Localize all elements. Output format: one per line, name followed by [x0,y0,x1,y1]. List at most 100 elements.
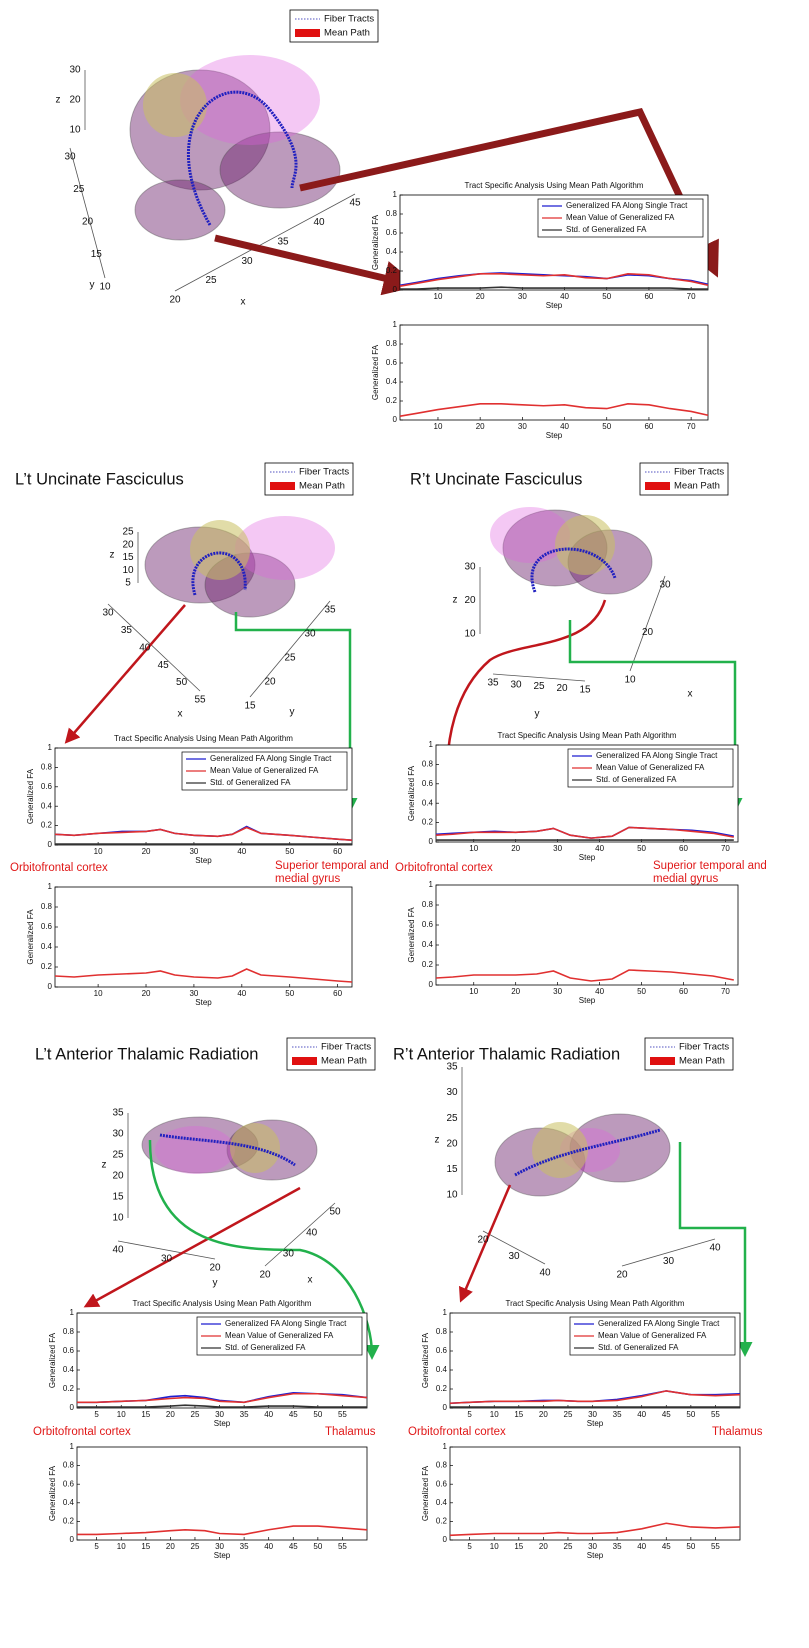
x-tick-label: 30 [588,1410,597,1419]
x-tick-label: 50 [686,1542,695,1551]
axis3d-tick-label: 35 [487,678,499,689]
axis3d-tick-label: 35 [112,1108,124,1119]
axis3d-tick-label: 10 [464,629,476,640]
axis3d-tick-label: 10 [446,1190,458,1201]
y-tick-label: 0.2 [63,1517,75,1526]
legend-label: Generalized FA Along Single Tract [210,754,332,763]
y-tick-label: 0.4 [436,1365,448,1374]
x-tick-label: 30 [189,989,198,998]
axis3d-tick-label: 20 [464,595,476,606]
y-axis-label: Generalized FA [421,1332,430,1388]
x-tick-label: 45 [662,1410,671,1419]
axis3d-tick-label: 30 [161,1254,173,1265]
annotation: Thalamus [712,1426,809,1439]
annotation: Orbitofrontal cortex [395,862,520,875]
annotation: Orbitofrontal cortex [33,1426,158,1439]
x-axis-label: Step [195,856,212,865]
x-tick-label: 10 [94,847,103,856]
x-axis-label: Step [579,853,596,862]
x-tick-label: 10 [490,1410,499,1419]
y-tick-label: 0.6 [41,782,53,791]
axis3d-tick-label: 15 [446,1164,458,1175]
y-tick-label: 0.8 [436,1461,448,1470]
x-tick-label: 40 [595,844,604,853]
x-tick-label: 50 [686,1410,695,1419]
axis3d-tick-label: 10 [122,565,134,576]
axis3d-tick-label: 20 [642,627,654,638]
legend-label: Mean Value of Generalized FA [225,1331,334,1340]
axis3d-tick-label: 35 [324,605,336,616]
y-tick-label: 0.8 [422,900,434,909]
axis3d-tick-label: 40 [539,1268,551,1279]
y-tick-label: 0.2 [386,396,398,405]
fiber-fan [155,1126,235,1174]
axis3d-label: y [213,1278,218,1289]
x-tick-label: 10 [434,292,443,301]
panel-title: L’t Anterior Thalamic Radiation [35,1045,258,1063]
x-tick-label: 55 [338,1542,347,1551]
x-tick-label: 20 [539,1542,548,1551]
legend-swatch [292,1057,317,1065]
fiber-bundle [135,180,225,240]
axis3d-tick-label: 40 [313,217,325,228]
x-tick-label: 10 [117,1542,126,1551]
y-tick-label: 0.6 [41,922,53,931]
axis3d-tick-label: 10 [69,125,81,136]
y-tick-label: 0 [393,415,398,424]
x-tick-label: 15 [141,1410,150,1419]
annotation: Superior temporal and medial gyrus [653,860,778,886]
x-tick-label: 20 [166,1542,175,1551]
axis3d-tick-label: 20 [616,1270,628,1281]
y-tick-label: 0.8 [436,1327,448,1336]
axis3d-tick-label: 30 [510,679,522,690]
plot-frame [450,1447,740,1540]
y-tick-label: 1 [429,740,434,749]
axis3d-tick-label: 20 [259,1270,271,1281]
x-tick-label: 50 [285,847,294,856]
x-tick-label: 35 [613,1542,622,1551]
axis3d-tick-label: 30 [659,580,671,591]
y-tick-label: 0.2 [422,818,434,827]
y-tick-label: 0 [48,982,53,991]
x-tick-label: 45 [289,1410,298,1419]
y-tick-label: 0.4 [386,247,398,256]
axis3d-label: z [102,1160,107,1171]
y-axis-label: Generalized FA [407,765,416,821]
x-tick-label: 50 [313,1542,322,1551]
y-axis-label: Generalized FA [407,907,416,963]
legend-label: Mean Value of Generalized FA [598,1331,707,1340]
y-axis-label: Generalized FA [48,1465,57,1521]
legend-label: Generalized FA Along Single Tract [598,1319,720,1328]
y-tick-label: 1 [48,743,53,752]
y-tick-label: 1 [443,1308,448,1317]
axis3d-tick-label: 25 [284,653,296,664]
chart-title: Tract Specific Analysis Using Mean Path … [506,1299,685,1308]
axis3d-tick-label: 35 [277,236,289,247]
x-axis-label: Step [214,1419,231,1428]
y-axis-label: Generalized FA [421,1465,430,1521]
y-tick-label: 0.6 [436,1479,448,1488]
y-tick-label: 1 [429,880,434,889]
y-tick-label: 0.8 [422,760,434,769]
legend-label: Fiber Tracts [674,467,724,478]
y-axis-label: Generalized FA [371,344,380,400]
x-tick-label: 40 [560,422,569,431]
y-tick-label: 1 [48,882,53,891]
axis3d-tick-label: 40 [112,1245,124,1256]
axis3d-tick-label: 30 [112,1129,124,1140]
y-tick-label: 0.8 [41,902,53,911]
axis3d-label: y [90,280,95,291]
chart-title: Tract Specific Analysis Using Mean Path … [465,181,644,190]
axis3d-tick-label: 15 [112,1192,124,1203]
plot-frame [436,885,738,985]
y-tick-label: 0 [429,980,434,989]
x-tick-label: 70 [687,422,696,431]
x-tick-label: 60 [333,989,342,998]
panel-title: R’t Uncinate Fasciculus [410,470,582,488]
y-tick-label: 0.8 [63,1327,75,1336]
x-tick-label: 60 [333,847,342,856]
axis3d-tick-label: 20 [477,1235,489,1246]
x-tick-label: 15 [141,1542,150,1551]
axis3d-tick-label: 30 [464,562,476,573]
x-tick-label: 70 [721,987,730,996]
